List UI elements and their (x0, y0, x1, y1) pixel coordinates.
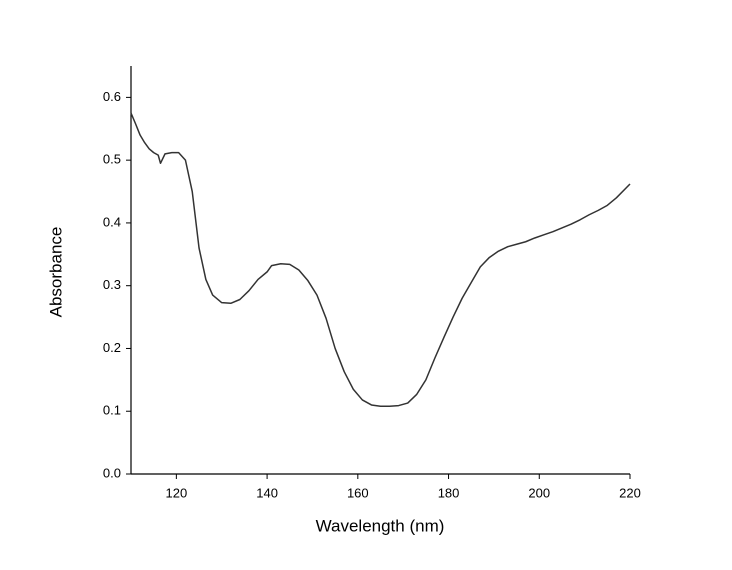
x-tick-label: 200 (528, 485, 550, 500)
x-tick-label: 140 (256, 485, 278, 500)
x-tick-label: 220 (619, 485, 641, 500)
y-tick-label: 0.1 (103, 403, 121, 418)
y-tick-label: 0.5 (103, 152, 121, 167)
y-axis-title: Absorbance (46, 227, 65, 318)
data-line (130, 112, 631, 407)
x-axis-title: Wavelength (nm) (316, 516, 445, 535)
y-tick-label: 0.3 (103, 277, 121, 292)
y-tick-label: 0.0 (103, 465, 121, 480)
x-tick-label: 120 (166, 485, 188, 500)
y-tick-label: 0.2 (103, 340, 121, 355)
x-tick-label: 160 (347, 485, 369, 500)
y-tick-label: 0.6 (103, 89, 121, 104)
y-tick-label: 0.4 (103, 214, 121, 229)
x-tick-label: 180 (438, 485, 460, 500)
